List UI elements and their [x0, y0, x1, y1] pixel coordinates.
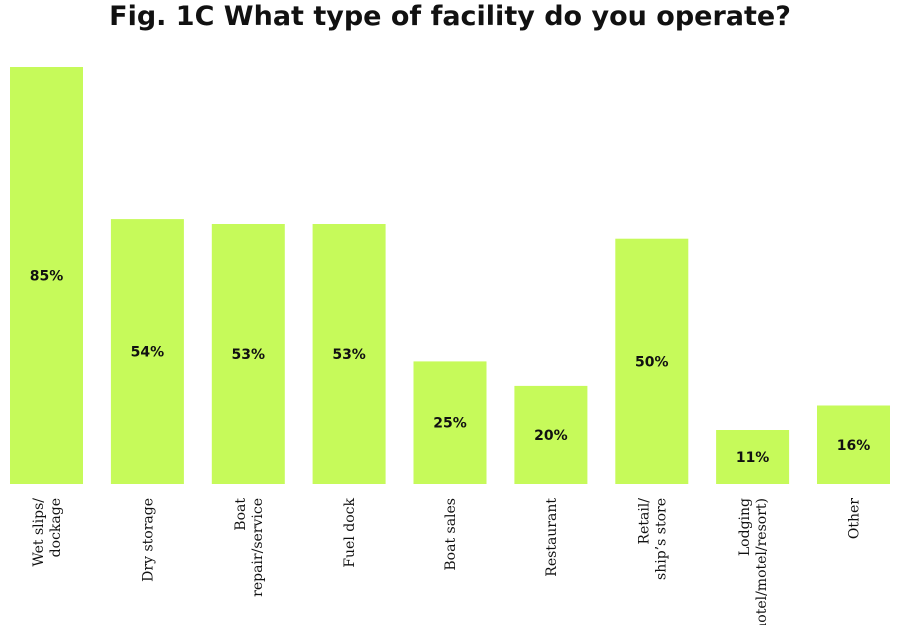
chart-title: Fig. 1C What type of facility do you ope…	[109, 1, 791, 32]
bar-value-label: 11%	[736, 450, 770, 466]
category-tick-label-line: Retail/	[636, 498, 652, 545]
bar	[615, 238, 689, 484]
category-tick-label: Boat sales	[443, 498, 459, 571]
bar	[312, 224, 386, 484]
x-axis-tick-labels: Wet slips/dockage Dry storage Boat repair/s…	[31, 497, 863, 625]
category-tick-label: Wet slips/dockage	[31, 498, 64, 567]
category-tick-label: Lodging (hotel/motel/resort)	[737, 498, 770, 625]
bars-layer	[10, 67, 890, 484]
bar-value-label: 16%	[837, 438, 871, 454]
bar	[514, 385, 588, 484]
category-tick-label-line: dockage	[48, 498, 64, 557]
category-tick-label-line: repair/service	[250, 498, 266, 597]
bar	[110, 219, 184, 484]
category-tick-label: Other	[847, 498, 863, 539]
bar-value-label: 50%	[635, 354, 669, 370]
value-labels-layer: 85% 54% 53% 53% 25% 20% 50% 11% 16%	[30, 269, 871, 467]
category-tick-label: Restaurant	[544, 498, 560, 577]
bar	[817, 405, 890, 484]
category-tick-label-line: Lodging	[737, 498, 753, 556]
category-tick-label-line: Boat	[233, 498, 249, 531]
category-tick-label-line: (hotel/motel/resort)	[754, 498, 770, 625]
bar-value-label: 25%	[433, 416, 467, 432]
category-tick-label: Retail/ship’s store	[636, 498, 669, 580]
bar	[413, 361, 487, 484]
bar-value-label: 20%	[534, 428, 568, 444]
category-tick-label-line: ship’s store	[653, 498, 669, 580]
bar	[716, 430, 790, 484]
category-tick-label-line: Wet slips/	[31, 498, 47, 567]
bar-value-label: 53%	[232, 347, 266, 363]
bar	[10, 67, 83, 484]
bar-value-label: 53%	[332, 347, 366, 363]
category-tick-label: Fuel dock	[342, 497, 358, 567]
bar-value-label: 54%	[131, 345, 165, 361]
bar	[211, 224, 285, 484]
category-tick-label-line: Fuel dock	[342, 497, 358, 567]
category-tick-label: Dry storage	[140, 498, 156, 582]
bar-value-label: 85%	[30, 269, 64, 285]
category-tick-label-line: Other	[847, 498, 863, 539]
category-tick-label-line: Dry storage	[140, 498, 156, 582]
category-tick-label-line: Boat sales	[443, 498, 459, 571]
category-tick-label-line: Restaurant	[544, 498, 560, 577]
category-tick-label: Boat repair/service	[233, 498, 266, 597]
